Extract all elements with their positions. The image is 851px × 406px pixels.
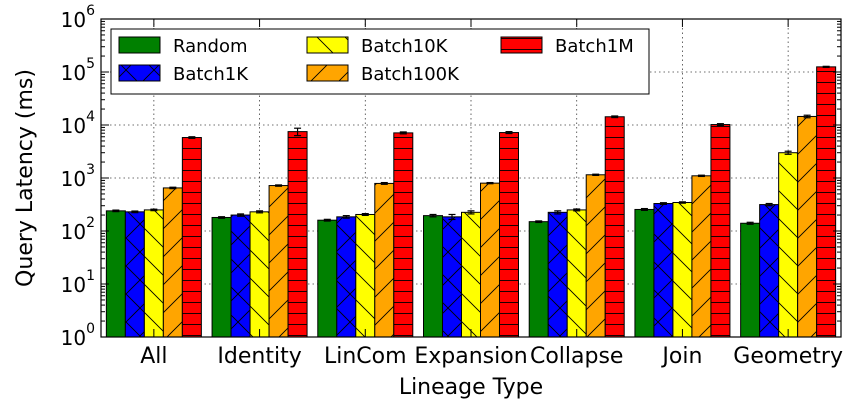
bar-random-identity [211, 216, 232, 338]
legend-swatch-random [118, 36, 161, 54]
x-tick-label-collapse: Collapse [530, 344, 624, 369]
bar-hatch-batch1m-lincom [393, 132, 413, 337]
bar-hatch-batch100k-lincom [374, 183, 394, 337]
bar-hatch-batch1m-identity [288, 131, 308, 337]
bar-hatch-batch1m-join [710, 124, 730, 337]
legend-label-batch1m: Batch1M [555, 36, 634, 57]
x-tick-label-all: All [140, 344, 167, 369]
bar-hatch-batch100k-join [691, 175, 711, 337]
bar-hatch-batch100k-collapse [586, 174, 606, 337]
y-tick-label: 102 [61, 215, 95, 244]
x-tick-label-join: Join [660, 344, 702, 369]
bar-hatch-batch1k-identity [231, 215, 251, 337]
bar-hatch-batch1k-expansion [442, 216, 462, 337]
bar-hatch-batch1k-join [653, 203, 673, 337]
bar-hatch-batch1m-expansion [499, 132, 519, 337]
bar-hatch-batch10k-join [672, 202, 692, 337]
legend-box [110, 28, 650, 95]
y-tick-label: 103 [61, 162, 95, 191]
y-tick-label: 101 [61, 268, 95, 297]
bar-hatch-batch1m-all [182, 137, 202, 337]
legend-label-batch1k: Batch1K [173, 64, 249, 85]
legend-label-random: Random [173, 36, 248, 57]
bar-random-lincom [317, 219, 338, 338]
legend-swatch-hatch-batch10k [307, 37, 348, 53]
bars [105, 66, 837, 338]
x-tick-label-expansion: Expansion [414, 344, 527, 369]
bar-hatch-batch10k-identity [250, 211, 270, 337]
x-tick-label-geometry: Geometry [733, 344, 843, 369]
bar-hatch-batch10k-geometry [778, 152, 798, 337]
legend-swatch-hatch-batch100k [307, 65, 348, 81]
legend-swatch-hatch-batch1m [501, 37, 542, 53]
y-tick-label: 105 [61, 56, 95, 85]
bar-random-expansion [423, 215, 443, 338]
bar-hatch-batch10k-collapse [567, 209, 587, 337]
bar-random-join [634, 208, 655, 338]
bar-random-geometry [740, 222, 761, 338]
x-tick-label-identity: Identity [217, 344, 301, 369]
bar-hatch-batch100k-geometry [797, 116, 817, 337]
bar-hatch-batch100k-all [163, 187, 183, 337]
legend: Random Batch1K Batch10K Batch100K Batch1M [110, 28, 650, 95]
x-axis-title: Lineage Type [399, 375, 543, 400]
error-bars [112, 65, 830, 225]
y-axis-title: Query Latency (ms) [13, 69, 38, 287]
legend-item-batch1k: Batch1K [118, 64, 249, 85]
bar-random-all [105, 210, 126, 338]
bar-hatch-batch1m-collapse [605, 116, 625, 338]
legend-item-batch1m: Batch1M [500, 36, 634, 57]
bar-hatch-batch10k-lincom [355, 214, 375, 337]
bar-hatch-batch10k-all [144, 209, 164, 337]
bar-hatch-batch10k-expansion [461, 212, 481, 337]
y-tick-label: 100 [61, 321, 95, 350]
x-category-labels: All Identity LinCom Expansion Collapse Join Ge… [140, 344, 843, 369]
bar-hatch-batch1k-geometry [759, 204, 779, 337]
bar-hatch-batch1k-collapse [548, 212, 568, 337]
legend-label-batch10k: Batch10K [361, 36, 449, 57]
y-tick-label: 104 [61, 109, 95, 138]
bar-hatch-batch100k-expansion [480, 183, 500, 337]
axis-ticks [101, 18, 841, 338]
bar-hatch-batch1m-geometry [816, 66, 836, 337]
bar-hatch-batch1k-lincom [336, 216, 356, 337]
y-tick-labels: 100 101 102 103 104 105 106 [61, 3, 95, 350]
y-tick-label: 106 [61, 3, 95, 32]
legend-item-batch10k: Batch10K [306, 36, 449, 57]
bar-hatch-batch100k-identity [269, 185, 289, 337]
bar-hatch-batch1k-all [125, 211, 145, 337]
legend-item-random: Random [118, 36, 248, 57]
bar-random-collapse [528, 221, 549, 338]
legend-item-batch100k: Batch100K [306, 64, 460, 85]
legend-label-batch100k: Batch100K [361, 64, 460, 85]
legend-swatch-hatch-batch1k [119, 65, 160, 81]
x-tick-label-lincom: LinCom [324, 344, 407, 369]
